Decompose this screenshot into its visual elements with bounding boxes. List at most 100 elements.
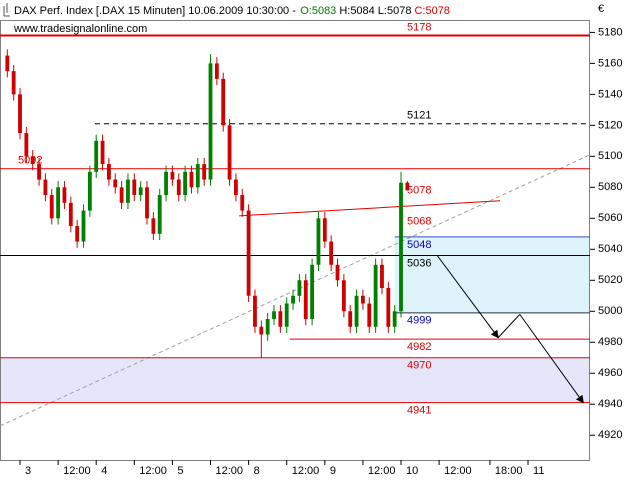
level-label: 4999 [407, 315, 431, 327]
candle-body [303, 280, 308, 320]
candle-body [132, 179, 137, 196]
candle-body [221, 78, 226, 126]
level-label: 5121 [407, 110, 431, 122]
candle-body [145, 187, 149, 219]
forecast-arrow [497, 314, 521, 338]
candle-body [341, 280, 346, 312]
x-tick-label: 12:00 [368, 465, 396, 477]
candle-body [11, 71, 16, 95]
candle-body [87, 171, 92, 211]
x-tick-label: 12:00 [292, 465, 320, 477]
y-tick-label: 5120 [598, 119, 622, 131]
candle-body [265, 319, 270, 335]
zone [0, 357, 590, 403]
candle-body [202, 164, 207, 180]
trend-line [0, 154, 591, 427]
candle-body [113, 179, 118, 188]
x-tick-label: 3 [25, 465, 31, 477]
candle-body [189, 171, 194, 188]
chart-title: DAX Perf. Index [.DAX 15 Minuten] 10.06.… [14, 5, 296, 17]
x-tick-label: 12:00 [63, 465, 91, 477]
candle-body [68, 202, 73, 227]
candle-body [354, 295, 359, 327]
candle-body [310, 264, 315, 320]
candle-body [240, 195, 245, 211]
x-tick-label: 12:00 [444, 465, 472, 477]
y-tick-label: 5020 [598, 274, 622, 286]
candle-body [322, 218, 327, 242]
level-label: 5048 [407, 239, 431, 251]
level-label: 4982 [407, 341, 431, 353]
ohlc-value: O:5083 [300, 5, 336, 17]
candle-body [151, 218, 156, 234]
x-tick-label: 4 [101, 465, 107, 477]
y-tick-label: 5100 [598, 150, 622, 162]
ohlc-value: H:5084 [339, 5, 374, 17]
watermark: www.tradesignalonline.com [13, 23, 147, 35]
candle-body [246, 210, 251, 296]
candle-body [259, 326, 264, 335]
x-tick-label: 5 [177, 465, 183, 477]
candle-body [5, 55, 10, 72]
candle-body [329, 241, 334, 265]
candle-body [278, 311, 283, 327]
x-tick-label: 18:00 [495, 465, 523, 477]
y-tick-label: 5160 [598, 57, 622, 69]
y-tick-label: 4920 [598, 429, 622, 441]
candle-body [164, 171, 168, 196]
y-tick-label: 4960 [598, 367, 622, 379]
candle-body [208, 63, 213, 180]
plot: 4920 4940 4960 4980 5000 5020 5040 5060 5080 5100… [0, 20, 622, 477]
level-label: 5036 [407, 257, 431, 269]
candle-body [234, 179, 238, 196]
candle-body [214, 63, 219, 79]
candle-body [37, 164, 41, 180]
y-tick-label: 5080 [598, 181, 622, 193]
candle-body [386, 288, 391, 327]
x-tick-label: 10 [406, 465, 418, 477]
candle-body [18, 94, 22, 134]
candle-body [138, 187, 143, 196]
zone [394, 236, 590, 313]
candle-body [405, 182, 410, 191]
candle-body [253, 295, 257, 327]
candle-body [100, 140, 105, 165]
candle-body [392, 311, 397, 327]
forecast-arrow [436, 255, 499, 339]
x-tick-label: 12:00 [216, 465, 244, 477]
candle-body [227, 125, 232, 180]
candle-body [24, 133, 29, 157]
candle-body [30, 156, 35, 165]
candle-body [367, 303, 372, 327]
y-tick-label: 4940 [598, 398, 622, 410]
candle-body [316, 218, 321, 265]
candle-body [291, 295, 295, 304]
candle-body [170, 171, 175, 180]
x-tick-label: 8 [254, 465, 260, 477]
plot-frame [0, 20, 590, 461]
candle-body [62, 187, 67, 203]
y-tick-label: 5060 [598, 212, 622, 224]
candle-body [81, 210, 86, 242]
level-label: 5078 [407, 184, 431, 196]
candle-body [176, 179, 181, 196]
y-tick-label: 5180 [598, 26, 622, 38]
y-tick-label: 5040 [598, 243, 622, 255]
forecast-arrow [519, 314, 584, 404]
y-tick-label: 5000 [598, 305, 622, 317]
candle-body [157, 195, 162, 234]
x-tick-label: 9 [330, 465, 336, 477]
y-tick-label: 5140 [598, 88, 622, 100]
level-label: 4941 [407, 405, 431, 417]
ohlc-value: L:5078 [378, 5, 412, 17]
app-icon [3, 3, 10, 17]
x-tick-label: 11 [533, 465, 544, 477]
candle-body [94, 140, 99, 172]
candle-body [119, 187, 124, 203]
level-label: 5092 [18, 155, 42, 167]
candle-body [335, 264, 340, 281]
candle-body [126, 179, 130, 203]
level-label: 5178 [407, 21, 431, 33]
candle-body [183, 171, 188, 196]
